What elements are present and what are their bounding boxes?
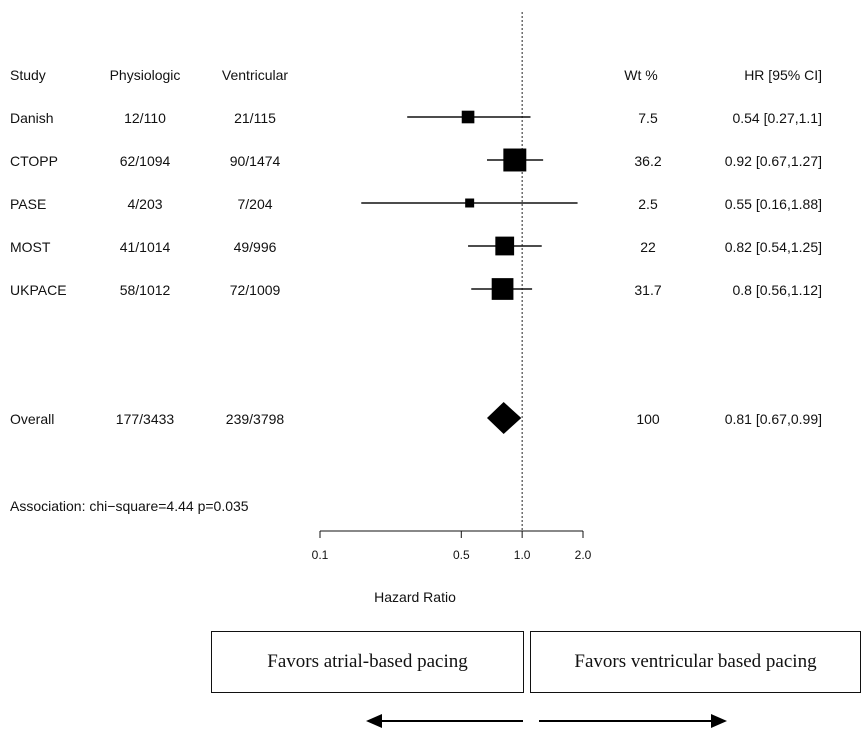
weight-value: 31.7 <box>634 282 662 298</box>
favors-ventricular-label: Favors ventricular based pacing <box>574 651 817 672</box>
x-tick-label: 2.0 <box>575 548 592 562</box>
hr-value: 0.92 [0.67,1.27] <box>724 153 822 169</box>
overall-weight: 100 <box>636 411 660 427</box>
weight-value: 2.5 <box>638 196 658 212</box>
overall-label: Overall <box>10 411 55 427</box>
overall-physiologic: 177/3433 <box>115 411 175 427</box>
association-text: Association: chi−square=4.44 p=0.035 <box>10 498 249 514</box>
study-name: PASE <box>10 196 47 212</box>
favors-atrial-label: Favors atrial-based pacing <box>267 651 468 672</box>
ventricular-count: 90/1474 <box>229 153 281 169</box>
study-name: Danish <box>10 110 54 126</box>
hr-value: 0.55 [0.16,1.88] <box>724 196 822 212</box>
ventricular-count: 49/996 <box>233 239 277 255</box>
hr-value: 0.82 [0.54,1.25] <box>724 239 822 255</box>
effect-square <box>491 278 514 300</box>
favors-ventricular-box: Favors ventricular based pacing <box>530 631 861 693</box>
header-weight: Wt % <box>624 67 658 83</box>
header-physiologic: Physiologic <box>109 67 181 83</box>
x-tick-label: 0.1 <box>312 548 329 562</box>
overall-hr: 0.81 [0.67,0.99] <box>724 411 822 427</box>
study-name: UKPACE <box>10 282 67 298</box>
weight-value: 22 <box>640 239 656 255</box>
weight-value: 36.2 <box>634 153 662 169</box>
hr-value: 0.8 [0.56,1.12] <box>732 282 822 298</box>
header-study: Study <box>10 67 46 83</box>
physiologic-count: 4/203 <box>127 196 163 212</box>
right-arrow-head <box>711 714 727 728</box>
physiologic-count: 62/1094 <box>119 153 171 169</box>
ventricular-count: 72/1009 <box>229 282 281 298</box>
effect-square <box>495 236 515 256</box>
header-hr: HR [95% CI] <box>744 67 822 83</box>
physiologic-count: 41/1014 <box>119 239 171 255</box>
overall-diamond <box>486 402 522 434</box>
hr-value: 0.54 [0.27,1.1] <box>732 110 822 126</box>
effect-square <box>503 148 527 172</box>
study-name: CTOPP <box>10 153 58 169</box>
physiologic-count: 58/1012 <box>119 282 171 298</box>
favors-atrial-box: Favors atrial-based pacing <box>211 631 524 693</box>
effect-square <box>461 110 475 124</box>
weight-value: 7.5 <box>638 110 658 126</box>
effect-square <box>465 198 475 208</box>
overall-ventricular: 239/3798 <box>225 411 285 427</box>
physiologic-count: 12/110 <box>124 110 166 126</box>
x-tick-label: 1.0 <box>514 548 531 562</box>
study-name: MOST <box>10 239 51 255</box>
ventricular-count: 7/204 <box>237 196 273 212</box>
ventricular-count: 21/115 <box>234 110 276 126</box>
x-axis-label: Hazard Ratio <box>374 589 456 605</box>
x-tick-label: 0.5 <box>453 548 470 562</box>
header-ventricular: Ventricular <box>221 67 289 83</box>
left-arrow-head <box>366 714 382 728</box>
